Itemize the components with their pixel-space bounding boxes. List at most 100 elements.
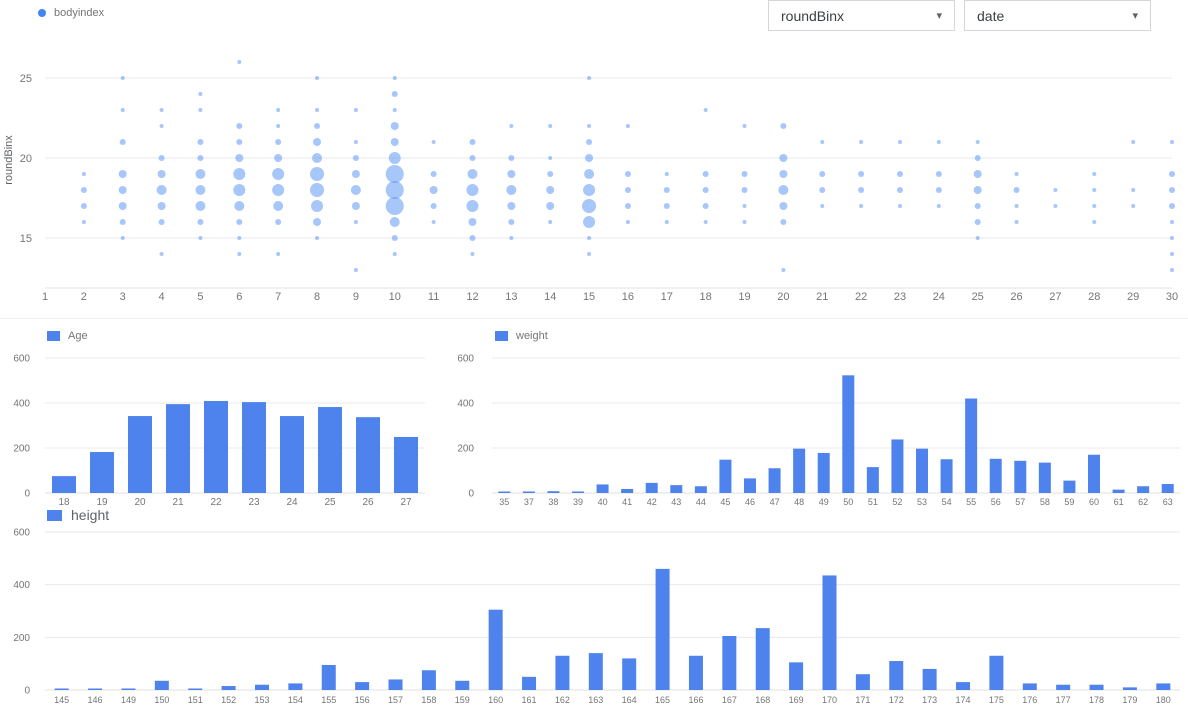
bubble[interactable] [118,186,127,194]
bar[interactable] [154,680,169,690]
bubble[interactable] [158,155,165,161]
bubble[interactable] [469,155,476,161]
bar[interactable] [596,484,609,493]
bar[interactable] [128,416,152,493]
bubble[interactable] [780,219,787,225]
bubble[interactable] [509,236,514,240]
bar[interactable] [789,662,804,690]
bar[interactable] [989,655,1004,690]
bubble[interactable] [389,217,400,227]
bubble[interactable] [466,184,479,196]
bubble[interactable] [236,123,243,129]
bar[interactable] [52,476,76,493]
bubble[interactable] [233,184,246,196]
bubble[interactable] [506,185,517,195]
bubble[interactable] [1131,204,1136,208]
bubble[interactable] [858,171,865,177]
bar[interactable] [1161,484,1174,493]
bubble[interactable] [508,155,515,161]
bubble[interactable] [313,218,322,226]
bubble[interactable] [1169,203,1175,209]
bar[interactable] [817,452,830,493]
bubble[interactable] [702,203,709,209]
bar[interactable] [221,686,236,690]
bubble[interactable] [391,235,398,241]
bubble[interactable] [235,154,244,162]
bubble[interactable] [310,183,325,197]
bubble[interactable] [120,236,125,240]
bubble[interactable] [466,200,479,212]
bubble[interactable] [1053,204,1058,208]
bubble[interactable] [663,203,670,209]
bubble[interactable] [237,252,242,256]
bubble[interactable] [1131,140,1136,144]
bubble[interactable] [315,236,320,240]
bubble[interactable] [587,252,592,256]
bubble[interactable] [385,197,404,215]
bar[interactable] [622,658,637,690]
bubble[interactable] [742,204,747,208]
bubble[interactable] [742,124,747,128]
bar[interactable] [188,688,203,691]
bar[interactable] [916,448,928,493]
bubble[interactable] [820,140,825,144]
bubble[interactable] [429,186,438,194]
bubble[interactable] [431,220,436,224]
bubble[interactable] [158,219,165,225]
bar[interactable] [555,655,570,690]
bar[interactable] [940,459,953,493]
bubble[interactable] [548,220,553,224]
bubble[interactable] [780,123,787,129]
bubble[interactable] [779,170,788,178]
bubble[interactable] [1169,187,1175,193]
bubble[interactable] [237,236,242,240]
bubble[interactable] [156,185,167,195]
bubble[interactable] [195,185,206,195]
bubble[interactable] [80,187,87,193]
bar[interactable] [891,439,904,493]
bubble[interactable] [157,202,166,210]
bar[interactable] [922,668,937,690]
bubble[interactable] [548,156,553,160]
bar[interactable] [1063,480,1076,493]
bar[interactable] [318,407,342,493]
bar[interactable] [572,491,584,494]
bubble[interactable] [198,92,203,96]
bubble[interactable] [315,108,320,112]
bubble[interactable] [351,170,360,178]
bubble[interactable] [509,124,514,128]
bubble[interactable] [272,184,285,196]
bar[interactable] [621,488,634,493]
bar[interactable] [388,679,403,690]
bubble[interactable] [975,140,980,144]
bar[interactable] [254,684,269,690]
bubble[interactable] [469,235,476,241]
bubble[interactable] [935,171,942,177]
bubble[interactable] [896,171,903,177]
bubble[interactable] [741,171,748,177]
bubble[interactable] [1170,236,1174,240]
bubble[interactable] [859,204,864,208]
bubble[interactable] [935,187,942,193]
bubble[interactable] [664,172,669,176]
bubble[interactable] [431,140,436,144]
bar[interactable] [54,688,69,691]
bubble[interactable] [664,220,669,224]
bar[interactable] [356,417,380,493]
bar[interactable] [1038,462,1051,493]
bubble[interactable] [198,108,203,112]
bubble[interactable] [351,202,360,210]
bar[interactable] [1089,684,1104,690]
bubble[interactable] [468,218,477,226]
bubble[interactable] [1014,204,1019,208]
bar[interactable] [655,568,670,690]
bubble[interactable] [1013,187,1020,193]
bubble[interactable] [233,168,246,180]
bubble[interactable] [353,268,358,272]
bubble[interactable] [974,203,981,209]
bar[interactable] [394,436,418,493]
bubble[interactable] [275,139,282,145]
bar[interactable] [280,416,304,493]
bar[interactable] [793,448,806,493]
bubble[interactable] [276,252,281,256]
